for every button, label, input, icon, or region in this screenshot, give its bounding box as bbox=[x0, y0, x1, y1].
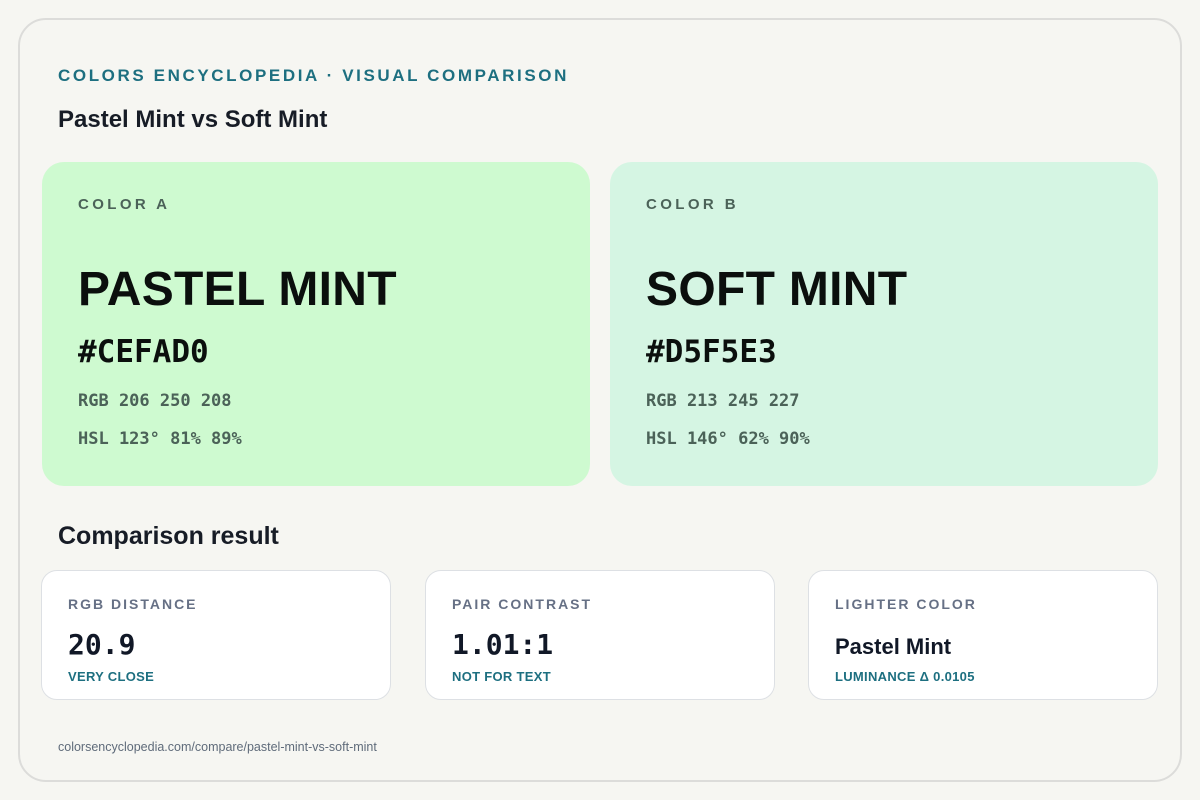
lighter-color-label: LIGHTER COLOR bbox=[835, 596, 977, 612]
color-b-card: COLOR B SOFT MINT #D5F5E3 RGB 213 245 22… bbox=[610, 162, 1158, 486]
rgb-distance-label: RGB DISTANCE bbox=[68, 596, 198, 612]
pair-contrast-card: PAIR CONTRAST 1.01:1 NOT FOR TEXT bbox=[425, 570, 775, 700]
color-b-hex: #D5F5E3 bbox=[646, 334, 777, 370]
rgb-distance-note: VERY CLOSE bbox=[68, 669, 155, 684]
pair-contrast-label: PAIR CONTRAST bbox=[452, 596, 593, 612]
lighter-color-value: Pastel Mint bbox=[835, 634, 952, 659]
color-b-rgb: RGB 213 245 227 bbox=[646, 391, 800, 411]
color-a-card: COLOR A PASTEL MINT #CEFAD0 RGB 206 250 … bbox=[42, 162, 590, 486]
source-url-link[interactable]: colorsencyclopedia.com/compare/pastel-mi… bbox=[58, 740, 377, 754]
lighter-color-note: LUMINANCE Δ 0.0105 bbox=[835, 669, 975, 684]
color-a-rgb: RGB 206 250 208 bbox=[78, 391, 232, 411]
color-a-hsl: HSL 123° 81% 89% bbox=[78, 429, 242, 449]
page-title: Pastel Mint vs Soft Mint bbox=[58, 106, 328, 133]
site-eyebrow: COLORS ENCYCLOPEDIA · VISUAL COMPARISON bbox=[58, 66, 570, 85]
color-b-tag: COLOR B bbox=[646, 196, 739, 213]
pair-contrast-note: NOT FOR TEXT bbox=[452, 669, 551, 684]
comparison-title: Comparison result bbox=[58, 522, 279, 550]
rgb-distance-value: 20.9 bbox=[68, 628, 136, 661]
color-a-tag: COLOR A bbox=[78, 196, 171, 213]
color-a-hex: #CEFAD0 bbox=[78, 334, 209, 370]
color-a-name: PASTEL MINT bbox=[78, 263, 397, 316]
color-b-hsl: HSL 146° 62% 90% bbox=[646, 429, 810, 449]
lighter-color-card: LIGHTER COLOR Pastel Mint LUMINANCE Δ 0.… bbox=[808, 570, 1158, 700]
pair-contrast-value: 1.01:1 bbox=[452, 628, 554, 661]
color-b-name: SOFT MINT bbox=[646, 263, 908, 316]
rgb-distance-card: RGB DISTANCE 20.9 VERY CLOSE bbox=[41, 570, 391, 700]
